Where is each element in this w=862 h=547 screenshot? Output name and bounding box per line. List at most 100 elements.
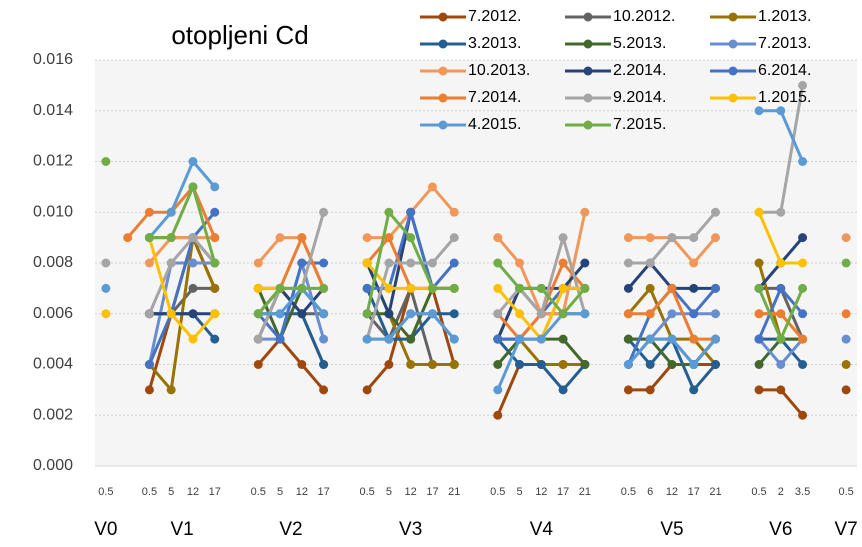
legend-label: 10.2013. bbox=[468, 62, 530, 79]
point bbox=[297, 360, 307, 369]
point bbox=[101, 157, 111, 166]
point bbox=[210, 258, 220, 268]
point bbox=[427, 182, 437, 192]
point bbox=[384, 283, 394, 293]
legend-label: 3.2013. bbox=[468, 35, 521, 52]
point bbox=[384, 309, 394, 319]
legend-marker bbox=[438, 66, 448, 76]
point bbox=[253, 309, 263, 319]
point bbox=[776, 258, 786, 268]
legend-marker bbox=[438, 93, 448, 103]
point bbox=[297, 283, 307, 293]
x-tick-label: 21 bbox=[709, 486, 721, 498]
legend-marker bbox=[583, 120, 593, 130]
point bbox=[297, 309, 307, 319]
point bbox=[776, 360, 786, 369]
point bbox=[710, 360, 720, 369]
point bbox=[210, 182, 220, 192]
point bbox=[623, 233, 633, 243]
point bbox=[776, 106, 786, 116]
point bbox=[689, 360, 699, 369]
point bbox=[776, 207, 786, 217]
point bbox=[166, 309, 176, 319]
point bbox=[319, 283, 329, 293]
point bbox=[406, 258, 416, 268]
point bbox=[689, 334, 699, 344]
point bbox=[689, 385, 699, 395]
point bbox=[623, 309, 633, 319]
point bbox=[275, 309, 285, 319]
group-label: V7 bbox=[834, 519, 857, 540]
point bbox=[319, 309, 329, 319]
point bbox=[319, 385, 329, 395]
point bbox=[384, 360, 394, 369]
legend-marker bbox=[438, 12, 448, 22]
legend-label: 5.2013. bbox=[613, 35, 666, 52]
point bbox=[188, 157, 198, 166]
point bbox=[101, 309, 111, 319]
point bbox=[515, 334, 525, 344]
point bbox=[841, 309, 851, 319]
group-label: V6 bbox=[769, 519, 792, 540]
y-tick-label: 0.006 bbox=[33, 305, 73, 322]
point bbox=[776, 385, 786, 395]
point bbox=[645, 360, 655, 369]
point bbox=[406, 283, 416, 293]
point bbox=[101, 283, 111, 293]
point bbox=[645, 334, 655, 344]
point bbox=[645, 233, 655, 243]
point bbox=[319, 334, 329, 344]
point bbox=[515, 309, 525, 319]
point bbox=[188, 258, 198, 268]
legend-marker bbox=[728, 12, 738, 22]
y-tick-label: 0.004 bbox=[33, 356, 73, 373]
point bbox=[362, 385, 372, 395]
point bbox=[210, 309, 220, 319]
point bbox=[667, 233, 677, 243]
point bbox=[384, 233, 394, 243]
point bbox=[798, 157, 808, 166]
point bbox=[754, 385, 764, 395]
point bbox=[558, 283, 568, 293]
point bbox=[144, 233, 154, 243]
point bbox=[841, 233, 851, 243]
group-label: V5 bbox=[660, 519, 683, 540]
point bbox=[449, 283, 459, 293]
point bbox=[493, 410, 503, 420]
x-tick-label: 0.5 bbox=[98, 486, 113, 498]
point bbox=[427, 258, 437, 268]
point bbox=[645, 283, 655, 293]
point bbox=[166, 233, 176, 243]
x-tick-label: 12 bbox=[187, 486, 199, 498]
point bbox=[798, 283, 808, 293]
point bbox=[645, 258, 655, 268]
point bbox=[493, 334, 503, 344]
x-tick-label: 12 bbox=[405, 486, 417, 498]
legend-label: 7.2012. bbox=[468, 8, 521, 25]
point bbox=[123, 233, 133, 243]
point bbox=[580, 207, 590, 217]
point bbox=[515, 258, 525, 268]
x-tick-label: 0.5 bbox=[490, 486, 505, 498]
point bbox=[754, 207, 764, 217]
point bbox=[536, 360, 546, 369]
x-tick-label: 0.5 bbox=[751, 486, 766, 498]
point bbox=[188, 182, 198, 192]
point bbox=[406, 233, 416, 243]
point bbox=[406, 207, 416, 217]
point bbox=[188, 233, 198, 243]
point bbox=[210, 334, 220, 344]
point bbox=[275, 283, 285, 293]
point bbox=[275, 334, 285, 344]
point bbox=[406, 360, 416, 369]
point bbox=[210, 207, 220, 217]
point bbox=[319, 258, 329, 268]
point bbox=[558, 385, 568, 395]
x-tick-label: 17 bbox=[426, 486, 438, 498]
point bbox=[210, 233, 220, 243]
point bbox=[362, 309, 372, 319]
point bbox=[754, 309, 764, 319]
point bbox=[798, 334, 808, 344]
x-tick-label: 3.5 bbox=[795, 486, 810, 498]
